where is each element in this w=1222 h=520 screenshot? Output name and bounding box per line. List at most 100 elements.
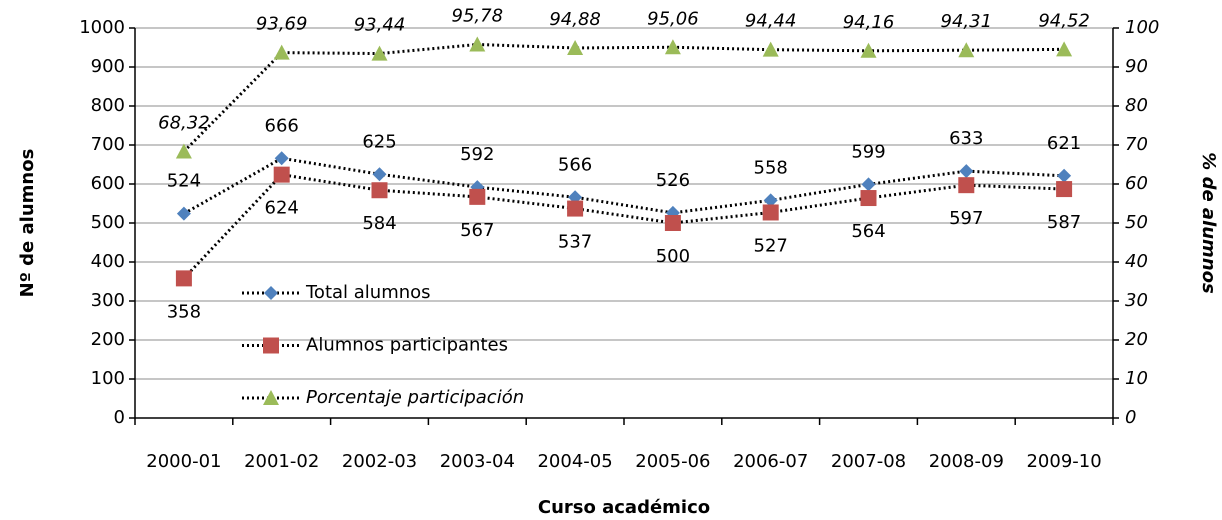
data-point bbox=[567, 200, 584, 217]
data-point bbox=[1057, 168, 1072, 183]
data-point bbox=[1056, 181, 1073, 198]
y2-axis-title: % de alumnos bbox=[1198, 152, 1219, 294]
data-label: 597 bbox=[949, 208, 983, 229]
y-tick-label: 200 bbox=[91, 329, 125, 350]
y2-tick-label: 20 bbox=[1125, 329, 1148, 350]
data-label: 68,32 bbox=[158, 113, 210, 134]
data-label: 526 bbox=[656, 170, 690, 191]
data-label: 94,16 bbox=[843, 12, 895, 33]
data-label: 592 bbox=[460, 144, 494, 165]
data-point bbox=[274, 151, 289, 166]
data-point bbox=[175, 143, 192, 159]
y-tick-label: 1000 bbox=[79, 17, 125, 38]
data-point bbox=[860, 190, 877, 207]
x-tick-label: 2005-06 bbox=[635, 451, 710, 472]
x-tick-label: 2009-10 bbox=[1026, 451, 1101, 472]
x-tick-label: 2002-03 bbox=[342, 451, 417, 472]
data-label: 95,06 bbox=[647, 8, 699, 29]
data-point bbox=[371, 182, 388, 199]
data-label: 633 bbox=[949, 128, 983, 149]
data-point bbox=[567, 39, 584, 55]
data-label: 95,78 bbox=[452, 5, 504, 26]
legend-label: Total alumnos bbox=[305, 282, 431, 303]
y2-tick-label: 100 bbox=[1125, 17, 1159, 38]
data-point bbox=[371, 45, 388, 61]
data-point bbox=[861, 177, 876, 192]
x-tick-label: 2008-09 bbox=[929, 451, 1004, 472]
data-point bbox=[959, 164, 974, 179]
y-tick-label: 600 bbox=[91, 173, 125, 194]
y-tick-label: 300 bbox=[91, 290, 125, 311]
series-line bbox=[182, 173, 1065, 280]
x-tick-label: 2001-02 bbox=[244, 451, 319, 472]
y-tick-label: 700 bbox=[91, 134, 125, 155]
data-label: 584 bbox=[362, 213, 396, 234]
y2-tick-label: 30 bbox=[1125, 290, 1148, 311]
data-label: 94,88 bbox=[549, 9, 601, 30]
data-label: 94,52 bbox=[1038, 10, 1090, 31]
data-point bbox=[762, 41, 779, 57]
data-label: 358 bbox=[167, 301, 201, 322]
data-point bbox=[273, 166, 290, 183]
data-label: 625 bbox=[362, 131, 396, 152]
data-point bbox=[762, 204, 779, 221]
y-tick-label: 400 bbox=[91, 251, 125, 272]
data-label: 558 bbox=[754, 157, 788, 178]
data-point bbox=[958, 42, 975, 58]
y2-tick-label: 10 bbox=[1125, 368, 1148, 389]
legend-marker bbox=[263, 390, 279, 405]
data-label: 94,31 bbox=[941, 11, 993, 32]
x-tick-label: 2007-08 bbox=[831, 451, 906, 472]
data-label: 599 bbox=[851, 141, 885, 162]
y2-tick-label: 40 bbox=[1125, 251, 1148, 272]
y-tick-label: 100 bbox=[91, 368, 125, 389]
data-point bbox=[273, 44, 290, 60]
data-label: 564 bbox=[851, 221, 885, 242]
data-label: 567 bbox=[460, 220, 494, 241]
series-line bbox=[183, 156, 1065, 215]
data-label: 566 bbox=[558, 154, 592, 175]
data-point bbox=[664, 215, 681, 231]
y2-tick-label: 60 bbox=[1125, 173, 1148, 194]
legend-label: Alumnos participantes bbox=[306, 335, 508, 356]
data-label: 587 bbox=[1047, 212, 1081, 233]
data-label: 94,44 bbox=[745, 11, 797, 32]
y2-tick-label: 0 bbox=[1125, 407, 1136, 428]
data-label: 524 bbox=[167, 171, 201, 192]
y2-tick-label: 90 bbox=[1125, 56, 1148, 77]
data-point bbox=[175, 270, 192, 287]
data-point bbox=[958, 177, 975, 194]
data-point bbox=[763, 193, 778, 208]
data-point bbox=[1056, 41, 1073, 57]
x-axis-title: Curso académico bbox=[538, 497, 710, 518]
x-tick-label: 2006-07 bbox=[733, 451, 808, 472]
data-point bbox=[176, 206, 191, 221]
y-axis-title: Nº de alumnos bbox=[17, 149, 38, 298]
data-point bbox=[469, 188, 486, 205]
series-line bbox=[182, 42, 1065, 153]
y-tick-label: 0 bbox=[114, 407, 125, 428]
legend-marker bbox=[264, 286, 278, 300]
data-label: 500 bbox=[656, 246, 690, 267]
x-tick-label: 2004-05 bbox=[537, 451, 612, 472]
data-label: 666 bbox=[265, 115, 299, 136]
y2-tick-label: 50 bbox=[1125, 212, 1148, 233]
data-label: 527 bbox=[754, 235, 788, 256]
legend-marker bbox=[263, 337, 279, 354]
x-tick-label: 2000-01 bbox=[146, 451, 221, 472]
data-label: 93,69 bbox=[256, 14, 308, 35]
y-tick-label: 900 bbox=[91, 56, 125, 77]
data-label: 621 bbox=[1047, 133, 1081, 154]
x-tick-label: 2003-04 bbox=[440, 451, 515, 472]
data-label: 537 bbox=[558, 232, 592, 253]
y2-tick-label: 70 bbox=[1125, 134, 1148, 155]
data-point bbox=[664, 39, 681, 55]
data-label: 624 bbox=[265, 198, 299, 219]
data-label: 93,44 bbox=[354, 15, 406, 36]
data-point bbox=[372, 167, 387, 182]
y-tick-label: 800 bbox=[91, 95, 125, 116]
y2-tick-label: 80 bbox=[1125, 95, 1148, 116]
data-point bbox=[860, 42, 877, 58]
y-tick-label: 500 bbox=[91, 212, 125, 233]
